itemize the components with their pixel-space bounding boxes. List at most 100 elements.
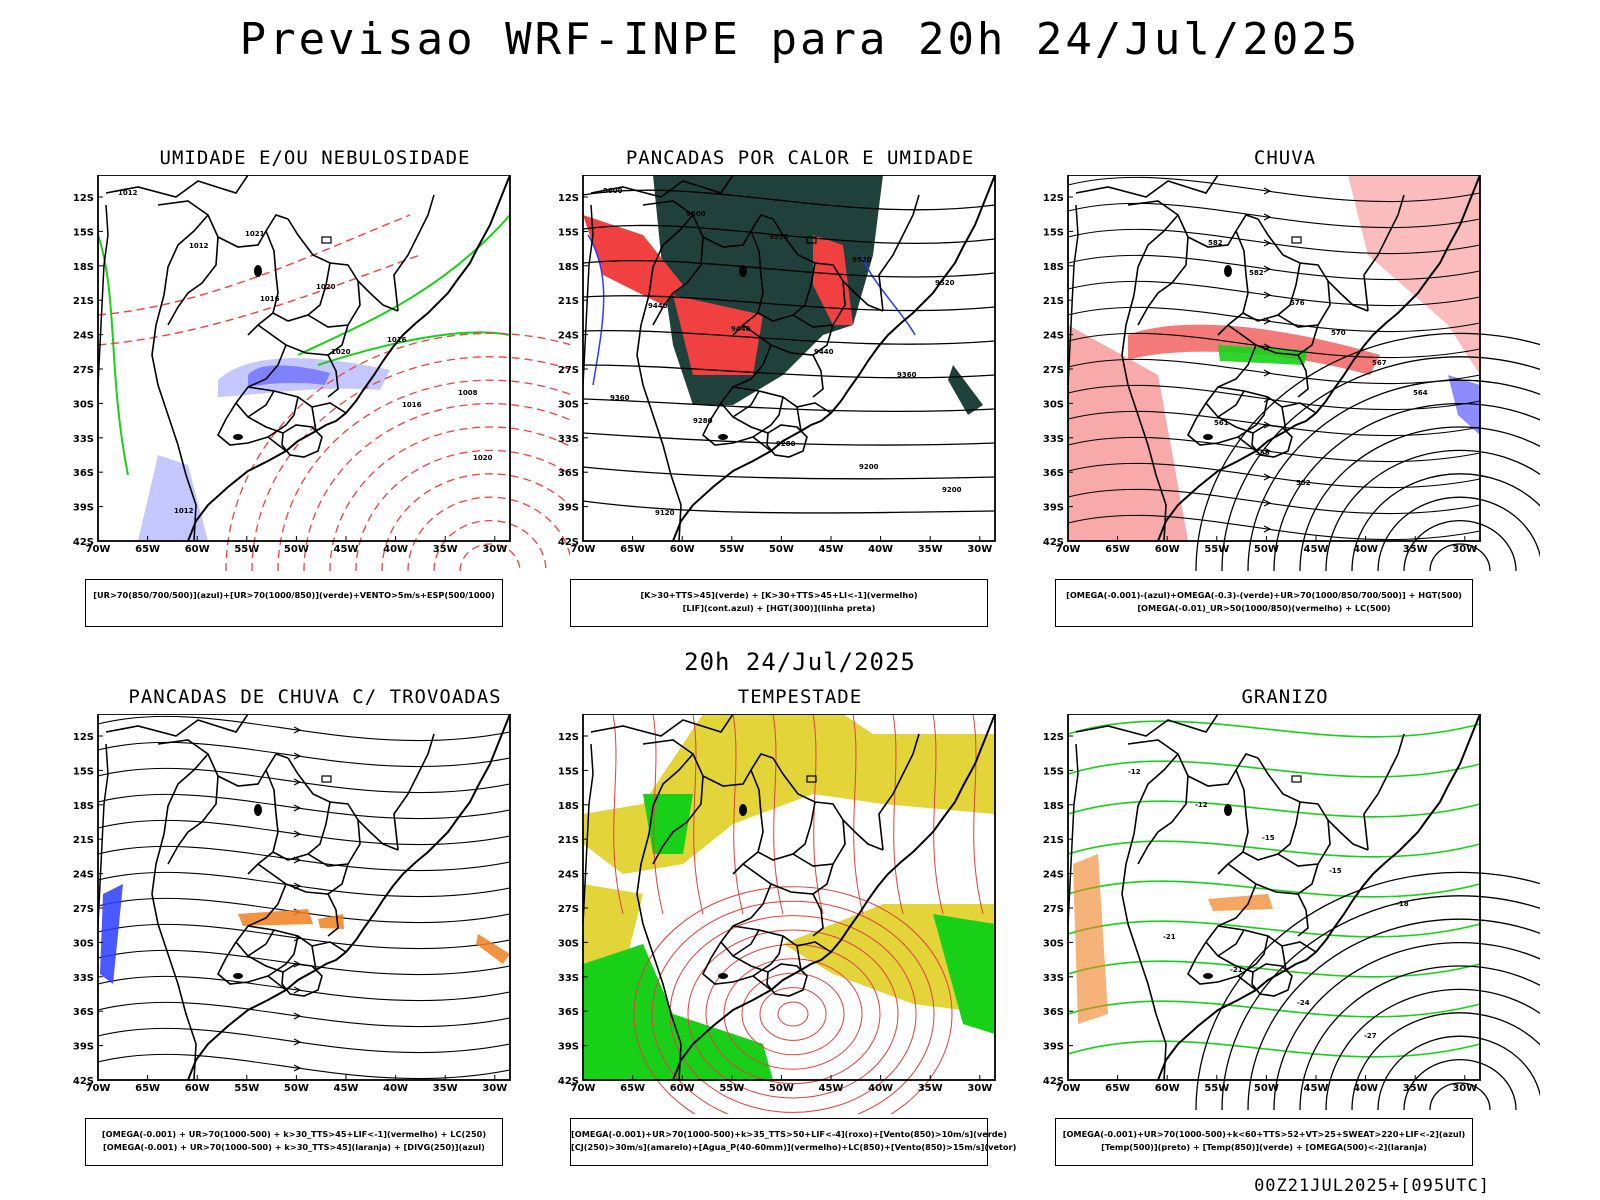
omega-area-orange <box>1208 894 1273 911</box>
geo-borders <box>1067 175 1481 542</box>
streamline-arrow <box>293 830 302 838</box>
lon-label: 65W <box>1105 1083 1130 1094</box>
pressure-label: 1020 <box>331 348 351 356</box>
map-granizo: -12 -12 -15 -15 -18 -21 -21 -24 -27 12S 15S 18S 21S 2… <box>1043 714 1540 1111</box>
lc-streamlines <box>612 714 984 1114</box>
lat-label: 33S <box>73 973 94 984</box>
isoline <box>1351 473 1540 572</box>
isoline <box>459 543 521 572</box>
isoline <box>225 332 570 572</box>
lat-label: 24S <box>558 870 579 881</box>
lat-label: 18S <box>1043 262 1064 273</box>
hgt-label: 9520 <box>852 256 872 264</box>
streamline <box>1067 254 1481 281</box>
streamline <box>97 819 511 846</box>
streamline <box>97 1027 511 1054</box>
lon-label: 45W <box>819 1083 844 1094</box>
streamline-arrow <box>1263 291 1272 299</box>
state-border <box>267 935 299 977</box>
state-border <box>1237 935 1269 977</box>
legend-line: [LIF](cont.azul) + [HGT(300)](linha pret… <box>682 603 876 613</box>
lat-label: 27S <box>73 365 94 376</box>
storm-area-orange <box>476 934 510 964</box>
temp-label: -15 <box>1262 834 1275 842</box>
lon-label: 70W <box>571 1083 596 1094</box>
lat-label: 21S <box>73 835 94 846</box>
hgt-label: 9440 <box>731 325 751 333</box>
country-border <box>281 963 323 997</box>
temp-labels: -12 -12 -15 -15 -18 -21 -21 -24 -27 <box>1128 768 1409 1040</box>
streamline-arrow <box>1263 265 1272 273</box>
lat-label: 36S <box>558 1007 579 1018</box>
temp-label: -24 <box>1297 999 1310 1007</box>
thickness-line <box>97 254 421 346</box>
lat-label: 18S <box>1043 801 1064 812</box>
lat-label: 15S <box>1043 227 1064 238</box>
isoline <box>381 473 570 572</box>
lon-label: 50W <box>769 1083 794 1094</box>
state-border <box>796 402 832 414</box>
streamline-arrow <box>1263 447 1272 455</box>
hgt-label: 552 <box>1296 479 1311 487</box>
lat-label: 24S <box>1043 331 1064 342</box>
isoline <box>1273 941 1540 1111</box>
humidity-core-blue <box>248 365 330 387</box>
isoline <box>582 259 996 278</box>
streamline <box>97 767 511 794</box>
hgt-label: 9360 <box>897 371 917 379</box>
isoline <box>433 520 547 572</box>
legend-line: [OMEGA(-0.001)-(azul)+OMEGA(-0.3)-(verde… <box>1066 590 1462 600</box>
state-border <box>742 324 834 356</box>
lon-label: 65W <box>135 544 160 555</box>
lon-label: 50W <box>1254 544 1279 555</box>
state-border <box>287 218 399 312</box>
state-border <box>1281 941 1317 953</box>
streamline <box>759 987 827 1041</box>
streamline <box>633 886 953 1114</box>
lat-label: 12S <box>73 193 94 204</box>
coastline <box>672 714 996 1081</box>
hgt-label: 9520 <box>769 233 789 241</box>
city-marker <box>1291 236 1302 244</box>
state-border <box>1257 218 1369 312</box>
isoline <box>1247 379 1540 572</box>
rain-area-red <box>1068 325 1188 541</box>
state-border <box>710 344 772 420</box>
isoline <box>1403 1059 1517 1111</box>
lake <box>739 804 747 816</box>
lat-label: 18S <box>558 801 579 812</box>
omega-area-orange <box>1073 854 1108 1024</box>
lat-label: 24S <box>1043 870 1064 881</box>
panel-title: TEMPESTADE <box>737 686 863 708</box>
state-border <box>1075 175 1219 198</box>
country-border <box>1251 424 1293 458</box>
pressure-label: 1012 <box>118 189 138 197</box>
temp-label: -12 <box>1128 768 1141 776</box>
lon-label: 50W <box>284 544 309 555</box>
isolines <box>1195 871 1540 1111</box>
lon-label: 65W <box>620 544 645 555</box>
state-border <box>1205 941 1254 973</box>
lon-label: 30W <box>967 1083 992 1094</box>
lon-label: 65W <box>135 1083 160 1094</box>
streamlines <box>1067 176 1481 541</box>
streamline-arrow <box>293 752 302 760</box>
lat-label: 15S <box>73 766 94 777</box>
state-border <box>652 236 704 326</box>
pressure-label: 1012 <box>174 507 194 515</box>
isoline <box>329 426 570 572</box>
hgt-label: 9120 <box>655 509 675 517</box>
lat-label: 30S <box>558 938 579 949</box>
state-border <box>167 236 219 326</box>
hgt-label: 9440 <box>814 348 834 356</box>
lon-label: 30W <box>967 544 992 555</box>
streamline-arrow <box>293 1064 302 1072</box>
legend-line: [OMEGA(-0.001) + UR>70(1000-500) + k>30_… <box>101 1129 487 1139</box>
lon-label: 65W <box>1105 544 1130 555</box>
map-frame <box>582 714 996 1081</box>
hgt-label: 9280 <box>776 440 796 448</box>
state-border <box>648 214 694 296</box>
humidity-area-blue <box>138 455 208 541</box>
